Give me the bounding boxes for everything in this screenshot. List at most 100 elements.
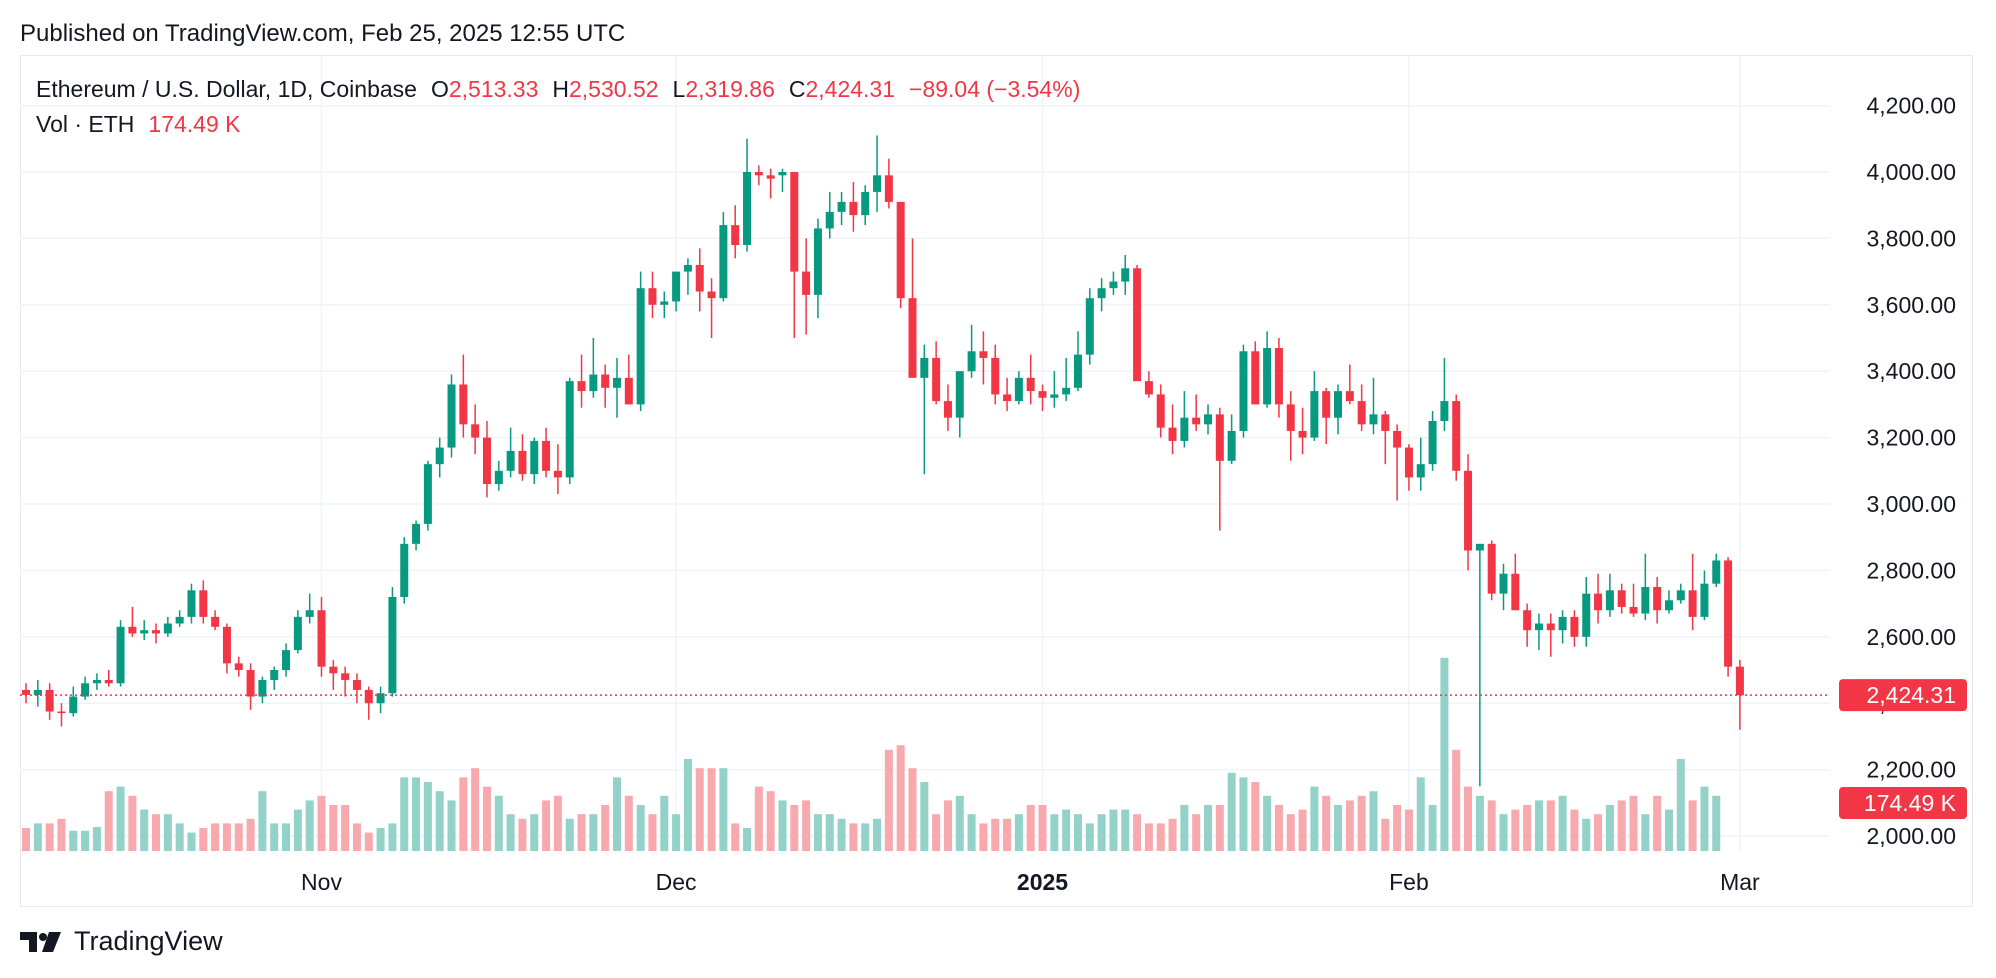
candle[interactable] xyxy=(376,686,385,714)
candle[interactable] xyxy=(1558,610,1567,644)
candle[interactable] xyxy=(1062,357,1071,402)
symbol-title[interactable]: Ethereum / U.S. Dollar, 1D, Coinbase xyxy=(36,76,417,102)
candle[interactable] xyxy=(1322,387,1331,445)
candle[interactable] xyxy=(1121,255,1130,295)
candle[interactable] xyxy=(1653,577,1662,624)
candle[interactable] xyxy=(1215,407,1224,531)
candle[interactable] xyxy=(1523,603,1532,647)
candle[interactable] xyxy=(364,686,373,720)
candle[interactable] xyxy=(1345,364,1354,405)
candle[interactable] xyxy=(329,660,338,690)
candle[interactable] xyxy=(199,580,208,624)
candle[interactable] xyxy=(1085,288,1094,365)
candle[interactable] xyxy=(813,218,822,319)
candle[interactable] xyxy=(1440,357,1449,431)
candle[interactable] xyxy=(908,238,917,378)
candle[interactable] xyxy=(1180,391,1189,448)
candle[interactable] xyxy=(991,344,1000,405)
candle[interactable] xyxy=(1393,424,1402,501)
candle[interactable] xyxy=(506,427,515,478)
candle[interactable] xyxy=(1712,553,1721,587)
candle[interactable] xyxy=(1617,583,1626,614)
candle[interactable] xyxy=(471,404,480,455)
candle[interactable] xyxy=(943,384,952,431)
candle[interactable] xyxy=(305,593,314,624)
candle[interactable] xyxy=(1298,407,1307,455)
candle[interactable] xyxy=(1192,394,1201,431)
price-chart[interactable]: 2,000.002,200.002,400.002,600.002,800.00… xyxy=(0,0,1996,910)
candle[interactable] xyxy=(69,686,78,717)
candle[interactable] xyxy=(624,354,633,405)
candle[interactable] xyxy=(1676,583,1685,604)
candle[interactable] xyxy=(825,191,834,239)
volume-label[interactable]: Vol · ETH xyxy=(36,111,135,137)
candle[interactable] xyxy=(778,168,787,192)
candle[interactable] xyxy=(636,271,645,412)
candle[interactable] xyxy=(1452,394,1461,481)
candle[interactable] xyxy=(282,643,291,677)
candle[interactable] xyxy=(57,703,66,727)
candle[interactable] xyxy=(719,211,728,302)
candle[interactable] xyxy=(400,537,409,604)
candle[interactable] xyxy=(352,673,361,704)
candle[interactable] xyxy=(1487,540,1496,601)
candle[interactable] xyxy=(1133,264,1142,382)
candle[interactable] xyxy=(743,138,752,252)
candle[interactable] xyxy=(1073,331,1082,392)
candle[interactable] xyxy=(1227,414,1236,465)
candle[interactable] xyxy=(1369,377,1378,435)
candle[interactable] xyxy=(790,172,799,338)
candle[interactable] xyxy=(482,421,491,498)
candle[interactable] xyxy=(1511,553,1520,611)
candle[interactable] xyxy=(672,271,681,312)
candle[interactable] xyxy=(1735,660,1744,730)
candle[interactable] xyxy=(1404,444,1413,491)
candle[interactable] xyxy=(589,338,598,398)
candle[interactable] xyxy=(222,623,231,674)
candle[interactable] xyxy=(1310,371,1319,441)
candle[interactable] xyxy=(317,596,326,677)
candle[interactable] xyxy=(116,620,125,687)
candle[interactable] xyxy=(695,248,704,312)
candle[interactable] xyxy=(1204,404,1212,435)
candle[interactable] xyxy=(754,165,763,186)
candle[interactable] xyxy=(1570,610,1579,647)
candle[interactable] xyxy=(542,427,551,478)
candle[interactable] xyxy=(1534,613,1543,651)
candle[interactable] xyxy=(884,158,893,209)
candle[interactable] xyxy=(1700,570,1709,621)
candle[interactable] xyxy=(1251,341,1260,405)
candle[interactable] xyxy=(979,331,988,385)
candle[interactable] xyxy=(341,666,350,697)
candle[interactable] xyxy=(955,371,964,438)
candle[interactable] xyxy=(423,460,432,531)
candle[interactable] xyxy=(447,374,456,458)
candle[interactable] xyxy=(896,201,905,309)
candle[interactable] xyxy=(1724,557,1733,677)
candle[interactable] xyxy=(660,291,669,319)
candle[interactable] xyxy=(258,676,267,704)
candle[interactable] xyxy=(494,460,503,491)
candle[interactable] xyxy=(175,610,184,627)
candle[interactable] xyxy=(849,181,858,232)
candle[interactable] xyxy=(553,444,562,495)
candle[interactable] xyxy=(435,437,444,478)
candle[interactable] xyxy=(648,271,657,319)
candle[interactable] xyxy=(1144,371,1153,398)
candle[interactable] xyxy=(565,377,574,485)
candle[interactable] xyxy=(1274,338,1283,418)
candle[interactable] xyxy=(1286,391,1295,461)
candle[interactable] xyxy=(211,610,220,631)
candle[interactable] xyxy=(967,324,976,378)
candle[interactable] xyxy=(270,666,279,690)
candle[interactable] xyxy=(104,670,113,687)
candle[interactable] xyxy=(1334,384,1343,435)
candle[interactable] xyxy=(802,238,811,335)
candle[interactable] xyxy=(1582,577,1591,647)
candle[interactable] xyxy=(234,656,243,677)
candle[interactable] xyxy=(293,610,302,654)
candle[interactable] xyxy=(1688,553,1697,631)
candle[interactable] xyxy=(837,191,846,226)
candle[interactable] xyxy=(873,135,882,212)
candle[interactable] xyxy=(1641,553,1650,621)
